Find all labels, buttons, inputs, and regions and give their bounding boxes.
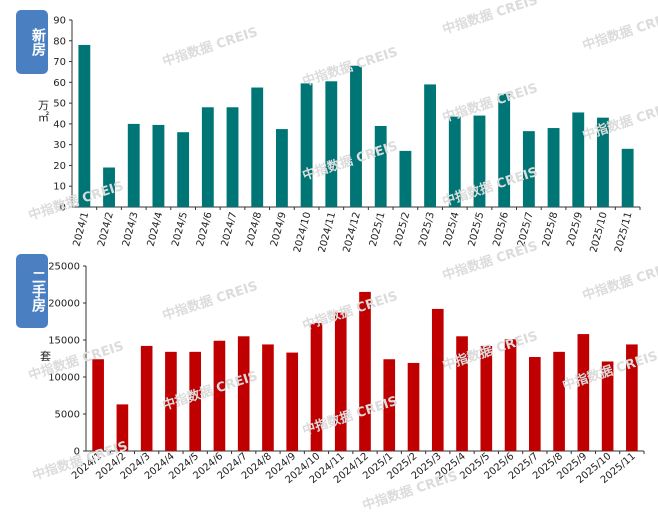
new-homes-x-tick-label: 2025/11 [613,211,634,252]
new-homes-x-tick-label: 2025/6 [491,211,511,248]
new-homes-x-tick-label: 2024/11 [317,211,338,252]
new-homes-y-tick-label: 90 [53,16,66,27]
new-homes-bar [621,148,634,207]
new-homes-bar [325,81,338,207]
new-homes-x-tick-label: 2024/5 [170,211,190,248]
new-homes-x-tick-label: 2025/4 [442,211,462,248]
resale-homes-bar [456,336,468,451]
new-homes-bar [597,117,609,207]
new-homes-x-tick-label: 2025/2 [393,211,413,248]
resale-homes-y-tick-label: 20000 [48,299,80,310]
resale-homes-bar [383,359,396,451]
resale-homes-bar [601,361,614,451]
new-homes-x-tick-label: 2025/5 [467,211,487,248]
new-homes-bar [547,128,560,207]
resale-homes-y-tick-label: 5000 [55,410,80,421]
resale-homes-bar [359,291,371,451]
resale-homes-bar [189,351,201,451]
resale-homes-bar [431,308,444,451]
new-homes-y-tick-label: 20 [53,161,66,172]
resale-homes-bar [116,404,129,451]
new-homes-x-tick-label: 2024/7 [220,211,240,248]
resale-homes-bar [407,362,420,451]
new-homes-x-tick-label: 2025/1 [368,211,388,248]
new-homes-bar [498,93,511,207]
top-chart-ylabel: 万㎡ [38,99,49,124]
new-homes-bar [300,83,313,207]
resale-homes-bar [310,322,323,451]
new-homes-bar [152,124,165,207]
new-homes-bar [424,84,437,207]
new-homes-bar [127,123,140,207]
new-homes-bar [399,150,412,207]
new-homes-x-tick-label: 2024/6 [195,211,215,248]
new-homes-y-tick-label: 60 [53,78,66,89]
new-homes-y-tick-label: 30 [53,140,66,151]
new-homes-x-tick-label: 2025/9 [565,211,585,248]
resale-homes-bar [165,351,177,451]
new-homes-y-tick-label: 10 [53,182,66,193]
new-homes-x-tick-label: 2025/10 [588,211,609,252]
new-homes-x-tick-label: 2024/8 [244,211,264,248]
new-homes-bar [572,112,585,207]
resale-homes-bar [553,351,565,451]
new-homes-bar [103,167,115,207]
new-homes-bar [251,87,264,207]
resale-homes-bar [237,336,250,451]
new-homes-bar [78,44,91,207]
resale-homes-y-tick-label: 25000 [48,262,80,273]
new-homes-x-tick-label: 2024/2 [96,211,116,248]
new-homes-y-tick-label: 50 [53,99,66,110]
new-homes-bar [226,107,239,207]
resale-homes-bar [92,359,104,451]
resale-homes-y-tick-label: 15000 [48,336,80,347]
new-homes-badge: 新房 [16,10,48,74]
new-homes-y-tick-label: 0 [60,203,66,214]
resale-homes-y-tick-label: 10000 [48,373,80,384]
new-homes-bar [374,125,387,207]
resale-homes-y-tick-label: 0 [74,447,80,458]
new-homes-x-tick-label: 2024/4 [146,211,166,248]
new-homes-bar [275,129,288,207]
new-homes-x-tick-label: 2024/1 [72,211,92,248]
new-homes-x-tick-label: 2025/7 [516,211,536,248]
new-homes-x-tick-label: 2025/8 [541,211,561,248]
new-homes-y-tick-label: 40 [53,119,66,130]
new-homes-x-tick-label: 2024/3 [121,211,141,248]
new-homes-x-tick-label: 2025/3 [417,211,437,248]
resale-homes-bar [529,357,541,451]
resale-homes-bar [213,340,226,451]
resale-homes-bar [626,344,638,451]
new-homes-bar [350,65,362,207]
new-homes-y-tick-label: 80 [53,36,66,47]
resale-homes-bar [480,345,493,451]
new-homes-bar [448,116,461,207]
new-homes-bar [522,131,535,207]
new-homes-bar [201,107,214,207]
resale-homes-badge: 二手房 [16,254,48,328]
resale-homes-bar [140,345,153,451]
new-homes-x-tick-label: 2024/10 [292,211,313,252]
resale-homes-bar [334,312,347,451]
new-homes-x-tick-label: 2024/9 [269,211,289,248]
resale-homes-chart: 05000100001500020000250002024/12024/2202… [48,262,645,486]
new-homes-bar [177,132,190,207]
resale-homes-bar [504,339,517,451]
new-homes-x-tick-label: 2024/12 [342,211,363,252]
resale-homes-bar [577,334,590,451]
bottom-chart-ylabel: 套 [40,350,51,363]
resale-homes-bar [262,344,274,451]
new-homes-bar [473,115,486,207]
resale-homes-bar [286,352,299,451]
new-homes-y-tick-label: 70 [53,57,66,68]
